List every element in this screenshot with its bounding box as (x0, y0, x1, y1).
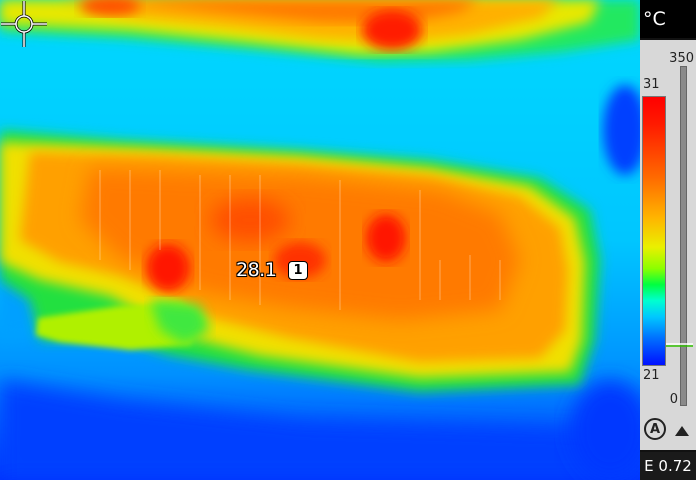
scroll-up-icon[interactable] (675, 426, 689, 436)
level-pointer[interactable] (666, 342, 693, 348)
emissivity-value: E 0.72 (640, 452, 696, 480)
level-low-value: 21 (643, 369, 660, 383)
range-min-value: 0 (670, 393, 678, 407)
auto-range-icon[interactable]: A (644, 418, 666, 440)
thermal-image (0, 0, 640, 480)
range-slider[interactable] (680, 66, 687, 406)
unit-label: °C (640, 0, 696, 38)
scale-area: 350 31 21 0 A (640, 40, 696, 450)
level-high-value: 31 (643, 78, 660, 92)
spot-temperature-readout: 28.1 (236, 259, 276, 281)
spot-marker-id: 1 (293, 264, 302, 277)
crosshair-icon[interactable] (0, 0, 48, 48)
color-palette-bar (642, 96, 666, 366)
thermal-heatmap (0, 0, 640, 480)
temperature-scale-panel: °C 350 31 21 0 A E 0.72 (640, 0, 696, 480)
spot-marker-badge[interactable]: 1 (288, 261, 308, 280)
range-max-value: 350 (669, 52, 694, 66)
